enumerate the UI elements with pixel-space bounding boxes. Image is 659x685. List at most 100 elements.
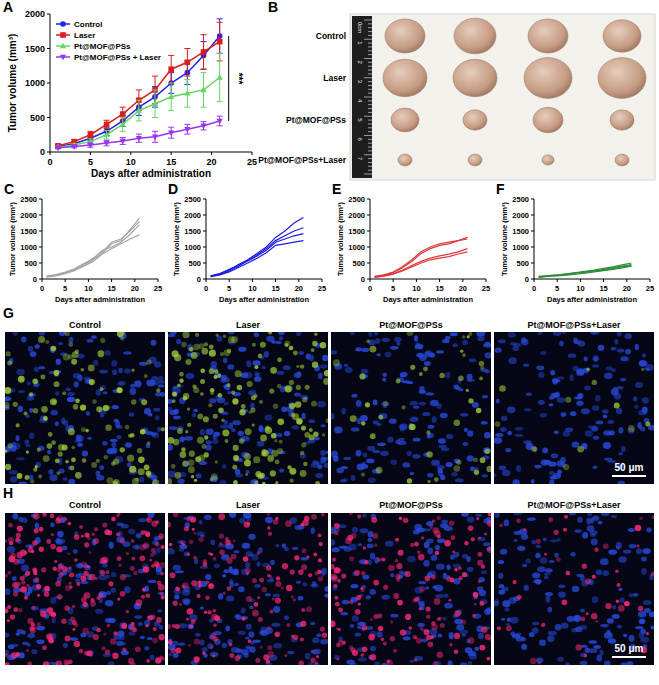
nucleus bbox=[381, 402, 389, 407]
nucleus bbox=[451, 472, 457, 476]
nucleus bbox=[496, 399, 500, 404]
nucleus bbox=[584, 357, 588, 362]
nucleus bbox=[414, 335, 418, 341]
stain bbox=[16, 423, 20, 427]
nucleus bbox=[207, 643, 213, 649]
nucleus bbox=[440, 413, 448, 418]
nucleus bbox=[148, 413, 153, 417]
stain bbox=[214, 375, 218, 379]
stain bbox=[160, 572, 164, 576]
stain bbox=[101, 646, 105, 650]
nucleus bbox=[149, 654, 154, 660]
nucleus bbox=[521, 339, 529, 346]
y-tick-label: 0 bbox=[40, 147, 45, 157]
stain bbox=[480, 366, 484, 370]
ruler-label: 0cm bbox=[357, 22, 363, 33]
nucleus bbox=[588, 425, 597, 429]
stain bbox=[179, 372, 184, 377]
stain bbox=[8, 523, 13, 528]
legend-marker bbox=[60, 55, 66, 61]
stain bbox=[132, 478, 139, 484]
stain bbox=[279, 440, 283, 444]
stain bbox=[113, 458, 119, 464]
stain bbox=[88, 365, 95, 372]
stain bbox=[198, 584, 202, 588]
stain bbox=[84, 592, 91, 599]
nucleus bbox=[390, 346, 399, 350]
x-tick-label: 5 bbox=[391, 284, 395, 293]
x-tick bbox=[486, 279, 487, 282]
nucleus bbox=[110, 448, 117, 454]
error-cap bbox=[184, 107, 190, 108]
stain bbox=[52, 400, 57, 405]
y-tick bbox=[367, 199, 370, 200]
nucleus bbox=[211, 539, 215, 545]
ruler-tick bbox=[368, 93, 372, 94]
ruler-tick bbox=[364, 58, 372, 59]
nucleus bbox=[310, 622, 316, 625]
stain bbox=[96, 406, 102, 412]
nucleus bbox=[177, 479, 184, 484]
nucleus bbox=[418, 344, 424, 349]
stain bbox=[74, 624, 78, 628]
stain bbox=[277, 419, 284, 426]
stain bbox=[407, 478, 412, 483]
nucleus bbox=[229, 423, 233, 429]
nucleus bbox=[428, 425, 435, 429]
x-axis-title: Days after administration bbox=[547, 295, 637, 304]
stain bbox=[81, 427, 86, 432]
stain bbox=[313, 431, 318, 436]
y-tick-label: 1500 bbox=[512, 227, 529, 236]
stain bbox=[323, 378, 328, 385]
y-axis-title: Tumor volume (mm³) bbox=[172, 201, 181, 276]
x-tick bbox=[626, 279, 627, 282]
ruler-tick bbox=[368, 31, 372, 32]
stain bbox=[46, 539, 51, 544]
stain bbox=[51, 346, 57, 352]
stain bbox=[72, 628, 75, 631]
nucleus bbox=[214, 564, 220, 569]
stain bbox=[296, 365, 299, 368]
nucleus bbox=[21, 517, 27, 523]
nucleus bbox=[394, 337, 402, 342]
nucleus bbox=[111, 588, 116, 593]
nucleus bbox=[27, 633, 35, 638]
nucleus bbox=[593, 436, 600, 440]
stain bbox=[145, 593, 150, 598]
nucleus bbox=[264, 414, 272, 420]
y-tick-label: 1500 bbox=[348, 227, 365, 236]
y-tick-label: 1500 bbox=[20, 227, 37, 236]
series-line bbox=[211, 234, 304, 276]
stain bbox=[40, 611, 47, 618]
nucleus bbox=[18, 481, 27, 484]
nucleus bbox=[440, 475, 445, 480]
nucleus bbox=[438, 438, 446, 444]
stain bbox=[270, 367, 277, 374]
stain bbox=[5, 449, 7, 453]
stain bbox=[410, 365, 415, 370]
panel-letter: A bbox=[3, 0, 13, 15]
nucleus bbox=[120, 641, 126, 645]
nucleus bbox=[179, 548, 185, 551]
nucleus bbox=[387, 437, 394, 443]
nucleus bbox=[553, 393, 560, 398]
tumor bbox=[383, 59, 427, 96]
nucleus bbox=[110, 439, 118, 442]
nucleus bbox=[238, 431, 244, 436]
nucleus bbox=[620, 378, 626, 381]
stain bbox=[43, 661, 49, 665]
nucleus bbox=[214, 432, 220, 437]
nucleus bbox=[169, 426, 178, 430]
nucleus bbox=[118, 381, 125, 386]
tumor bbox=[528, 19, 568, 53]
nucleus bbox=[102, 564, 107, 568]
stain bbox=[140, 429, 146, 435]
ruler-tick bbox=[368, 120, 372, 121]
stain bbox=[129, 466, 136, 473]
x-tick-label: 5 bbox=[88, 157, 93, 167]
x-tick-label: 15 bbox=[599, 284, 607, 293]
stain bbox=[252, 343, 256, 347]
y-axis bbox=[42, 199, 43, 279]
nucleus bbox=[155, 392, 161, 396]
plot-area bbox=[55, 19, 223, 151]
